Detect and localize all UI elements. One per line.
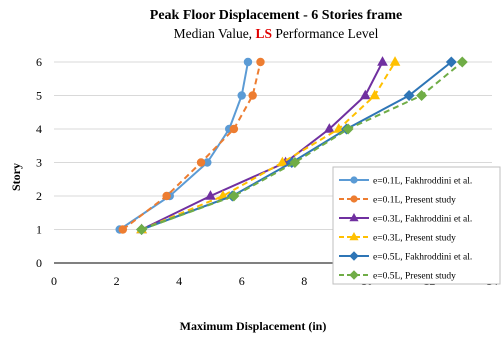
x-tick-label: 2 [114, 274, 120, 288]
series-2 [118, 57, 265, 234]
chart-title: Peak Floor Displacement - 6 Stories fram… [150, 8, 402, 23]
data-point [136, 223, 148, 236]
data-point [229, 124, 239, 134]
y-tick-label: 2 [36, 189, 42, 203]
legend-item: e=0.5L, Present study [339, 270, 456, 282]
chart-subtitle-suffix: Performance Level [275, 26, 378, 41]
data-point [369, 89, 381, 100]
y-tick-label: 4 [36, 122, 42, 136]
data-point [248, 91, 257, 100]
series-line [141, 61, 396, 231]
data-point [403, 89, 415, 102]
x-tick-label: 4 [176, 274, 182, 288]
chart-subtitle: Median Value, LS Performance Level [174, 26, 379, 41]
legend-item: e=0.5L, Fakhroddini et al. [339, 251, 472, 263]
series-line [119, 61, 249, 231]
data-point [205, 190, 216, 200]
x-axis-label: Maximum Displacement (in) [180, 319, 327, 333]
y-tick-label: 6 [36, 55, 42, 69]
x-tick-label: 8 [301, 274, 307, 288]
data-point [377, 56, 388, 66]
legend-item: e=0.3L, Fakhroddini et al. [339, 212, 472, 225]
y-tick-label: 0 [36, 256, 42, 270]
data-point [196, 158, 206, 167]
data-point [118, 225, 128, 234]
data-point [359, 89, 371, 100]
data-point [349, 231, 359, 241]
legend-item: e=0.1L, Present study [339, 195, 456, 206]
series-line [122, 61, 262, 231]
legend-label: e=0.1L, Present study [373, 196, 456, 206]
data-point [349, 251, 359, 261]
series-line [141, 61, 384, 231]
y-axis-label: Story [9, 163, 23, 191]
legend-item: e=0.1L, Fakhroddini et al. [339, 176, 472, 187]
y-tick-label: 3 [36, 156, 42, 170]
y-tick-label: 1 [36, 223, 42, 237]
data-point [162, 191, 171, 201]
data-point [456, 56, 468, 68]
data-point [416, 89, 428, 102]
data-point [323, 123, 335, 133]
legend-box [332, 166, 501, 285]
data-point [350, 176, 358, 184]
data-point [277, 156, 288, 167]
data-point [333, 123, 345, 133]
legend-label: e=0.3L, Present study [373, 234, 456, 244]
data-point [389, 56, 401, 66]
series-1 [115, 57, 253, 234]
series-line [141, 61, 463, 231]
x-tick-label: 0 [51, 274, 57, 288]
legend-label: e=0.1L, Fakhroddini et al. [373, 177, 472, 187]
chart-subtitle-prefix: Median Value, [174, 26, 252, 41]
data-point [349, 270, 359, 280]
series-6 [136, 56, 468, 236]
data-point [237, 91, 246, 100]
legend-label: e=0.3L, Fakhroddini et al. [373, 215, 472, 225]
chart-subtitle-highlight: LS [255, 26, 272, 41]
data-point [256, 57, 265, 67]
legend: e=0.1L, Fakhroddini et al. e=0.1L, Presen… [332, 166, 501, 285]
data-point [350, 195, 358, 203]
data-point [243, 57, 253, 67]
data-point [445, 56, 457, 68]
data-point [342, 123, 354, 135]
series-group [115, 56, 468, 236]
legend-label: e=0.5L, Present study [373, 272, 456, 282]
legend-label: e=0.5L, Fakhroddini et al. [373, 253, 472, 263]
y-tick-label: 5 [36, 89, 42, 103]
data-point [228, 190, 240, 202]
x-tick-label: 6 [239, 274, 245, 288]
data-point [349, 212, 359, 222]
data-point [289, 156, 301, 169]
legend-item: e=0.3L, Present study [339, 231, 456, 244]
